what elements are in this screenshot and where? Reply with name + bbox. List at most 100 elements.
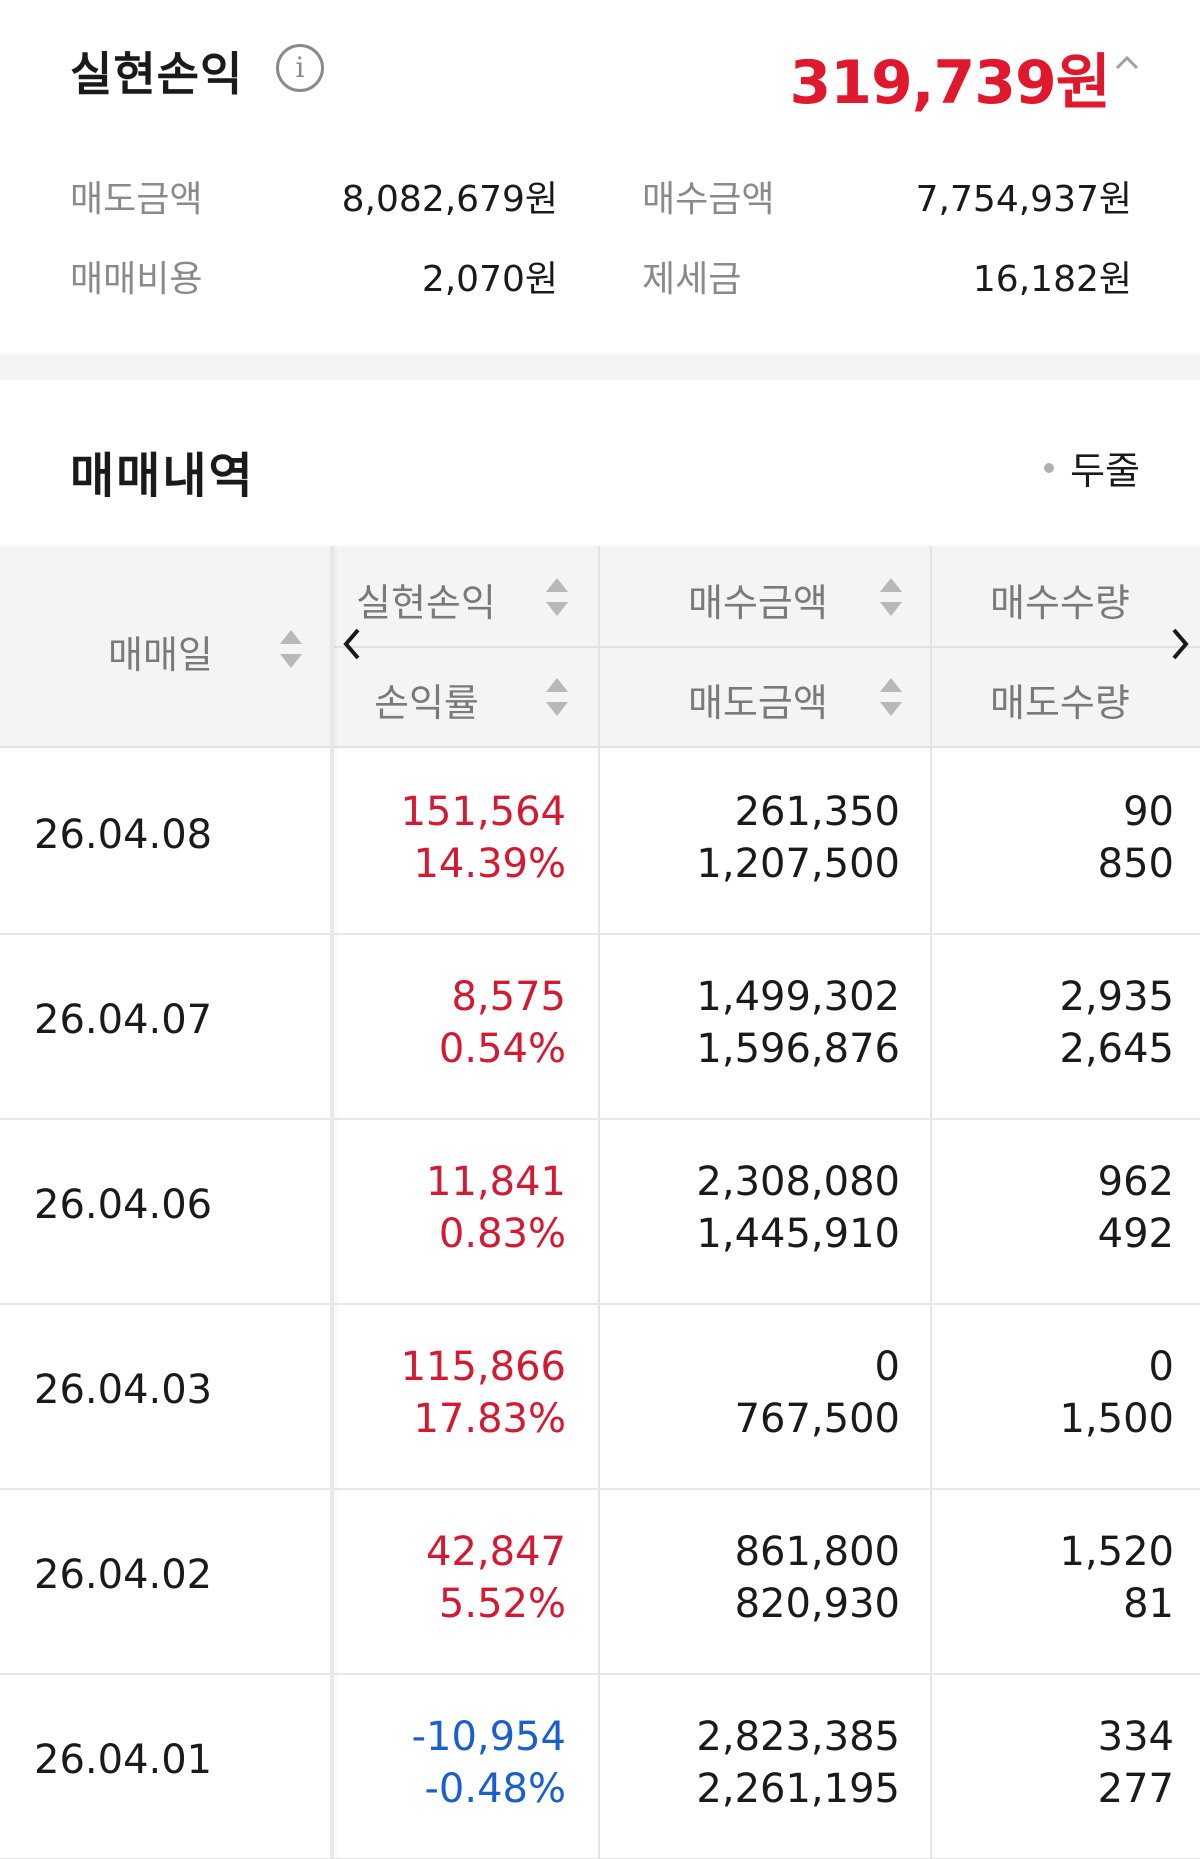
table-row[interactable]: 26.04.08 151,564 14.39% 261,350 1,207,500 90 8… [0, 750, 1200, 935]
cell-qty-pair: 90 850 [960, 786, 1174, 890]
cell-buy-amount: 1,499,302 [696, 974, 900, 1020]
cell-pnl-pair: 11,841 0.83% [360, 1156, 566, 1260]
header-date[interactable]: 매매일 [108, 633, 213, 677]
cell-buy-amount: 0 [874, 1344, 900, 1390]
realized-pnl-summary: 실현손익 i 319,739원 매도금액 8,082,679원 매수금액 7,7… [0, 0, 1200, 352]
taxes-value: 16,182원 [972, 259, 1132, 300]
cell-pnl-rate: 0.83% [438, 1211, 566, 1257]
cell-buy-amount: 261,350 [734, 789, 900, 835]
cell-buy-amount: 2,823,385 [696, 1714, 900, 1760]
section-divider [0, 354, 1200, 380]
scroll-right-icon[interactable] [1168, 626, 1192, 669]
taxes-label: 제세금 [642, 259, 742, 300]
sort-icon[interactable] [280, 630, 302, 670]
summary-title: 실현손익 [70, 47, 244, 101]
cell-buy-amount: 861,800 [734, 1529, 900, 1575]
sort-icon[interactable] [546, 578, 568, 618]
sell-amount-label: 매도금액 [70, 179, 203, 220]
table-header: 매매일 실현손익 손익률 매수금액 매도금액 매수수량 매도수량 [0, 546, 1200, 748]
cell-sell-qty: 81 [1123, 1581, 1174, 1627]
fees-value: 2,070원 [421, 259, 558, 300]
cell-amount-pair: 1,499,302 1,596,876 [630, 971, 900, 1075]
cell-pnl-rate: 17.83% [413, 1396, 566, 1442]
cell-sell-qty: 1,500 [1059, 1396, 1174, 1442]
cell-buy-qty: 1,520 [1059, 1529, 1174, 1575]
info-icon[interactable]: i [276, 44, 324, 92]
fees-label: 매매비용 [70, 259, 203, 300]
buy-amount-value: 7,754,937원 [915, 179, 1132, 220]
cell-buy-qty: 90 [1123, 789, 1174, 835]
cell-amount-pair: 2,823,385 2,261,195 [630, 1711, 900, 1815]
buy-amount-label: 매수금액 [642, 179, 775, 220]
cell-amount-pair: 2,308,080 1,445,910 [630, 1156, 900, 1260]
cell-pnl-pair: 8,575 0.54% [360, 971, 566, 1075]
toggle-dot-icon [1044, 462, 1055, 473]
cell-qty-pair: 0 1,500 [960, 1341, 1174, 1445]
header-realized-pnl[interactable]: 실현손익 [356, 581, 496, 625]
cell-trade-date: 26.04.01 [34, 1737, 213, 1783]
cell-sell-amount: 767,500 [734, 1396, 900, 1442]
cell-sell-qty: 850 [1097, 841, 1174, 887]
cell-amount-pair: 861,800 820,930 [630, 1526, 900, 1630]
frozen-column-divider [330, 546, 334, 1859]
header-sell-qty[interactable]: 매도수량 [990, 681, 1130, 725]
trade-history-title: 매매내역 [70, 448, 255, 504]
cell-pnl-pair: 42,847 5.52% [360, 1526, 566, 1630]
cell-pnl-pair: -10,954 -0.48% [360, 1711, 566, 1815]
sort-icon[interactable] [546, 678, 568, 718]
cell-buy-qty: 2,935 [1059, 974, 1174, 1020]
cell-pnl-pair: 151,564 14.39% [360, 786, 566, 890]
cell-qty-pair: 1,520 81 [960, 1526, 1174, 1630]
cell-sell-qty: 2,645 [1059, 1026, 1174, 1072]
sort-icon[interactable] [880, 578, 902, 618]
cell-realized-pnl: 8,575 [451, 974, 566, 1020]
cell-trade-date: 26.04.07 [34, 997, 213, 1043]
trade-history-table: 매매일 실현손익 손익률 매수금액 매도금액 매수수량 매도수량 26.04.0… [0, 546, 1200, 1859]
cell-sell-qty: 277 [1097, 1766, 1174, 1812]
cell-sell-amount: 1,207,500 [696, 841, 900, 887]
cell-pnl-rate: 5.52% [438, 1581, 566, 1627]
two-line-toggle-label: 두줄 [1070, 449, 1140, 493]
cell-trade-date: 26.04.08 [34, 812, 213, 858]
cell-realized-pnl: 11,841 [426, 1159, 566, 1205]
cell-trade-date: 26.04.02 [34, 1552, 213, 1598]
table-row[interactable]: 26.04.06 11,841 0.83% 2,308,080 1,445,910 962… [0, 1120, 1200, 1305]
cell-qty-pair: 2,935 2,645 [960, 971, 1174, 1075]
cell-sell-amount: 2,261,195 [696, 1766, 900, 1812]
sell-amount-value: 8,082,679원 [341, 179, 558, 220]
cell-pnl-rate: 14.39% [413, 841, 566, 887]
cell-sell-qty: 492 [1097, 1211, 1174, 1257]
cell-qty-pair: 962 492 [960, 1156, 1174, 1260]
cell-trade-date: 26.04.03 [34, 1367, 213, 1413]
cell-pnl-rate: -0.48% [424, 1766, 566, 1812]
table-row[interactable]: 26.04.03 115,866 17.83% 0 767,500 0 1,500 [0, 1305, 1200, 1490]
chevron-up-icon[interactable] [1112, 48, 1142, 78]
cell-realized-pnl: 42,847 [426, 1529, 566, 1575]
total-realized-pnl: 319,739원 [789, 48, 1111, 118]
cell-pnl-rate: 0.54% [438, 1026, 566, 1072]
table-row[interactable]: 26.04.02 42,847 5.52% 861,800 820,930 1,520 81 [0, 1490, 1200, 1675]
two-line-toggle[interactable]: 두줄 [1044, 440, 1140, 495]
cell-qty-pair: 334 277 [960, 1711, 1174, 1815]
table-row[interactable]: 26.04.01 -10,954 -0.48% 2,823,385 2,261,195 3… [0, 1675, 1200, 1859]
header-buy-qty[interactable]: 매수수량 [990, 581, 1130, 625]
table-row[interactable]: 26.04.07 8,575 0.54% 1,499,302 1,596,876 2,93… [0, 935, 1200, 1120]
header-divider [334, 646, 1200, 648]
cell-buy-qty: 334 [1097, 1714, 1174, 1760]
cell-amount-pair: 261,350 1,207,500 [630, 786, 900, 890]
column-divider [598, 546, 600, 748]
cell-buy-qty: 962 [1097, 1159, 1174, 1205]
header-sell-amount[interactable]: 매도금액 [688, 681, 828, 725]
scroll-left-icon[interactable] [340, 626, 364, 669]
header-pnl-rate[interactable]: 손익률 [374, 681, 479, 725]
cell-buy-amount: 2,308,080 [696, 1159, 900, 1205]
cell-realized-pnl: -10,954 [411, 1714, 566, 1760]
cell-realized-pnl: 151,564 [400, 789, 566, 835]
cell-pnl-pair: 115,866 17.83% [360, 1341, 566, 1445]
cell-trade-date: 26.04.06 [34, 1182, 213, 1228]
cell-buy-qty: 0 [1148, 1344, 1174, 1390]
header-buy-amount[interactable]: 매수금액 [688, 581, 828, 625]
sort-icon[interactable] [880, 678, 902, 718]
cell-amount-pair: 0 767,500 [630, 1341, 900, 1445]
cell-realized-pnl: 115,866 [400, 1344, 566, 1390]
